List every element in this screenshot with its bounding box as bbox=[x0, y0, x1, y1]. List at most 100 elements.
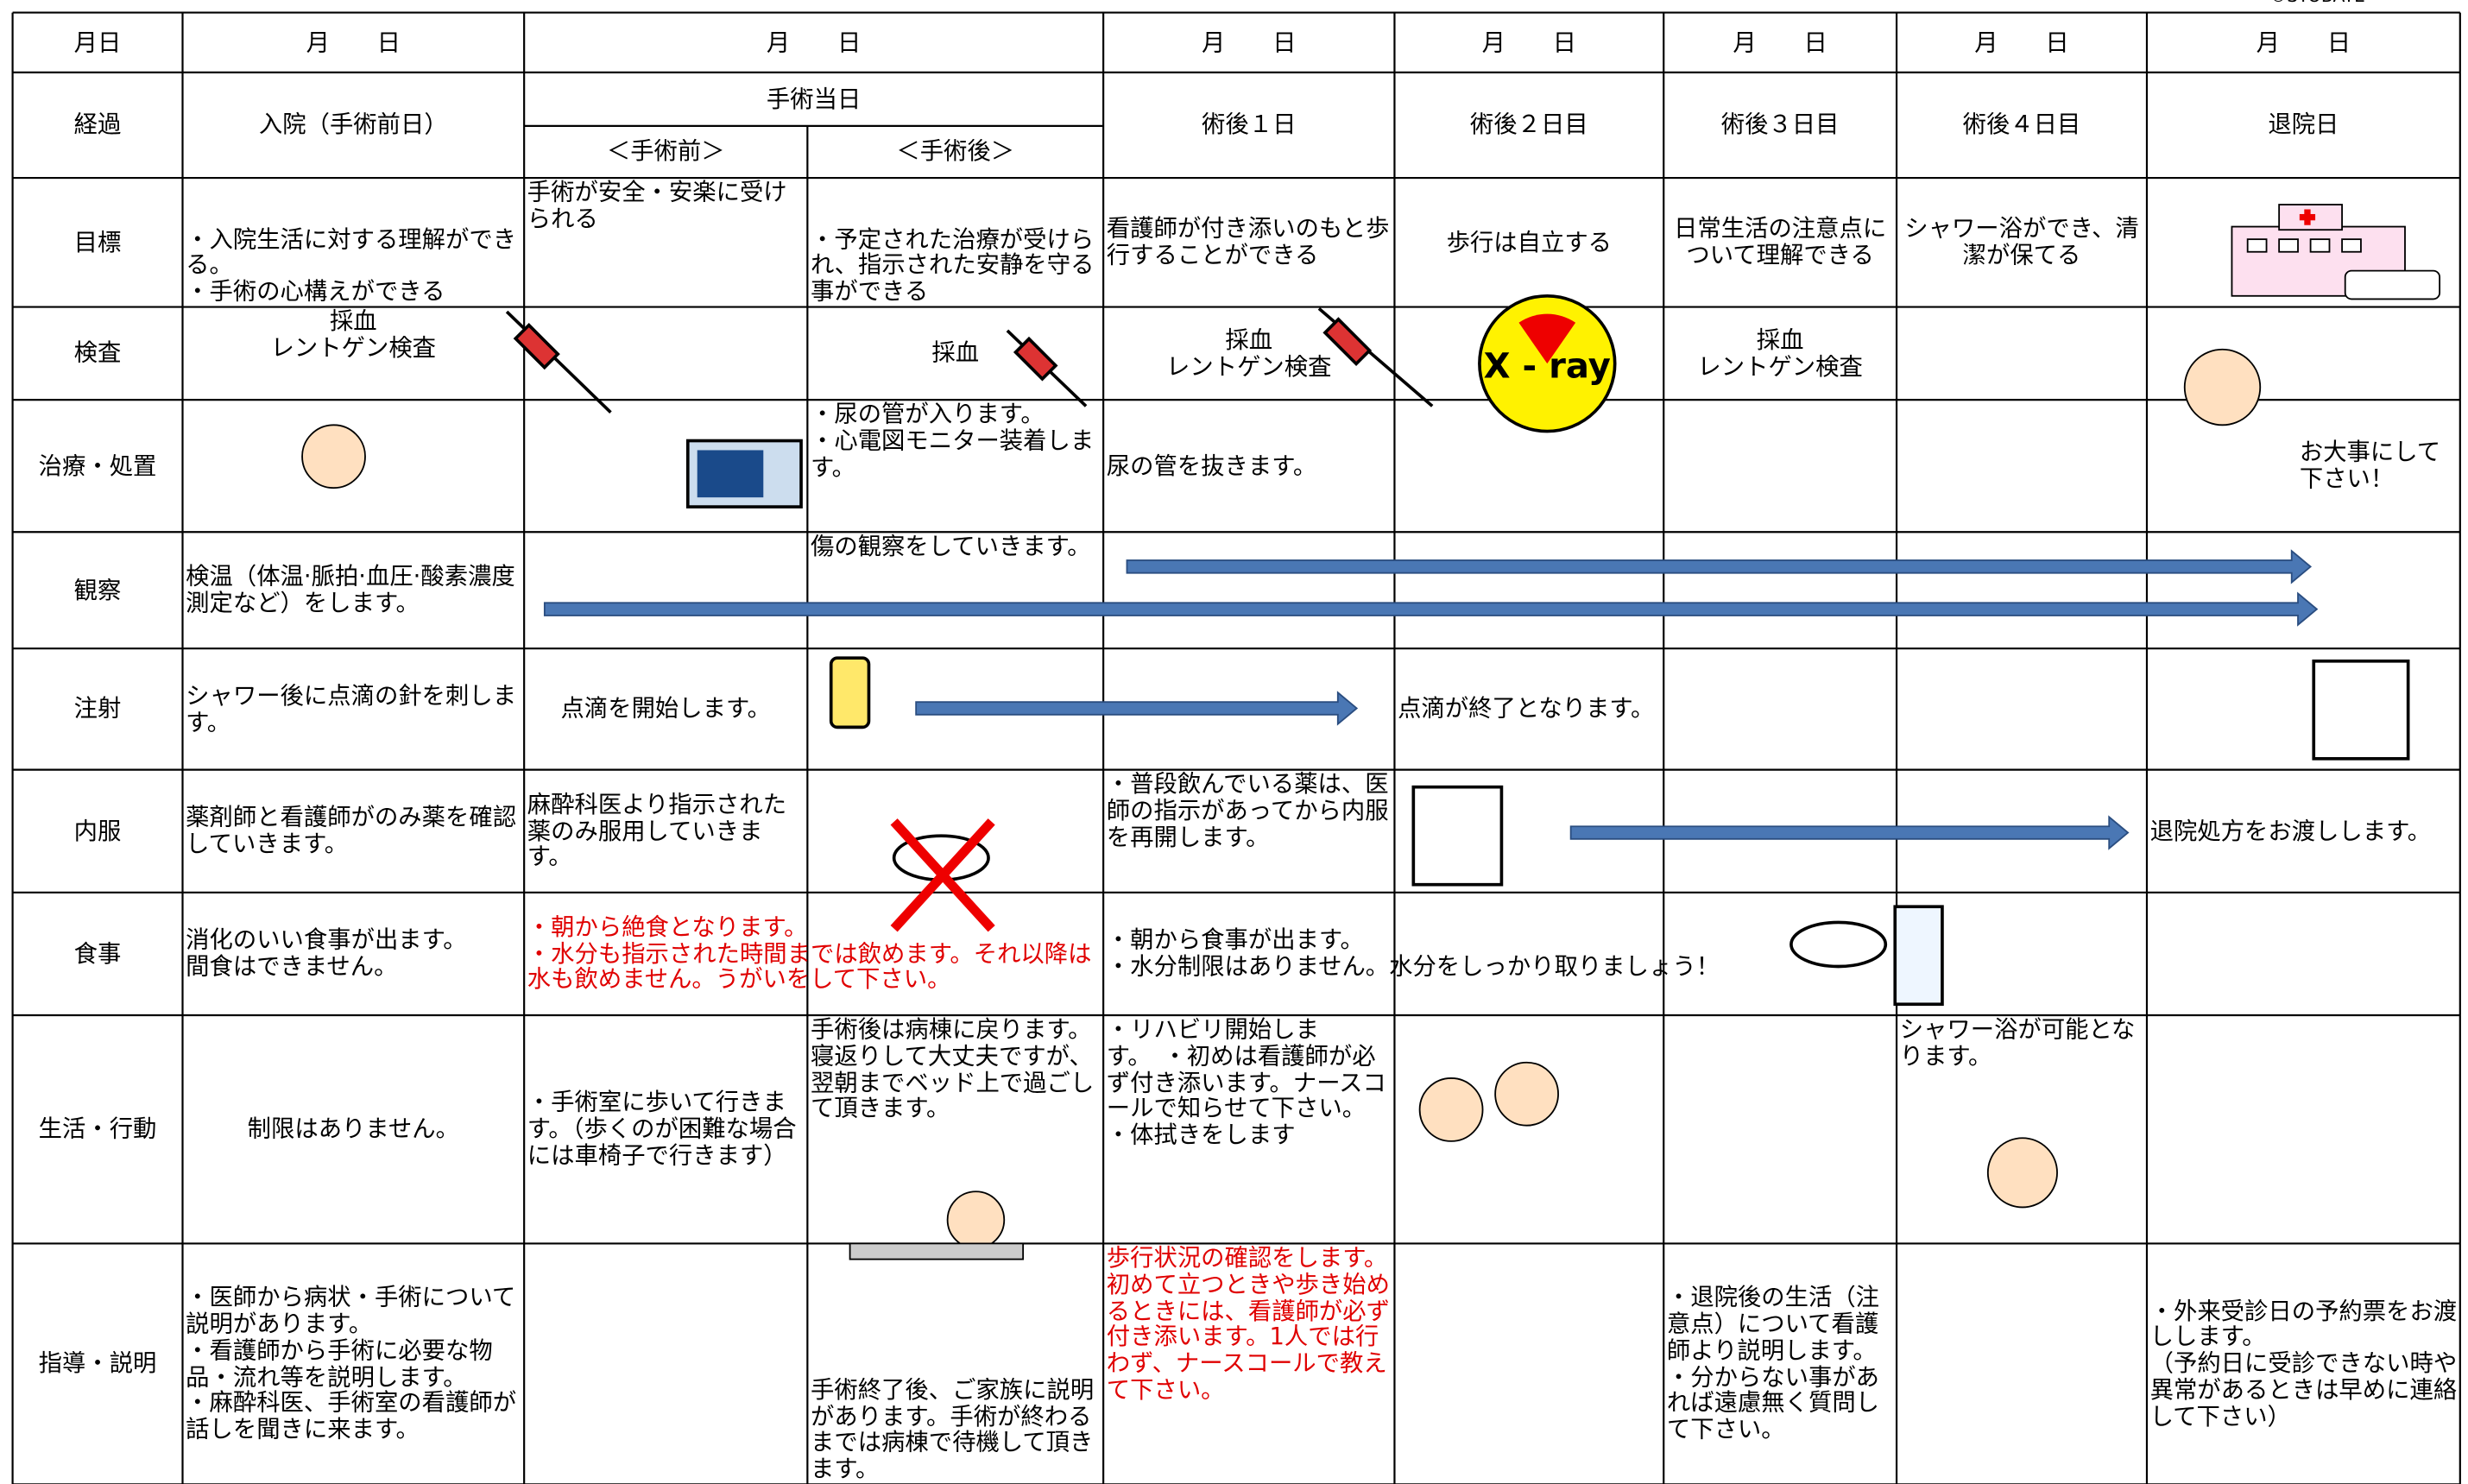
cell-text: 月日 bbox=[73, 28, 122, 56]
table-cell: 注射 bbox=[13, 648, 183, 769]
table-cell: お大事にして下さい！ bbox=[2296, 400, 2460, 532]
table-cell: 消化のいい食事が出ます。 間食はできません。 bbox=[183, 893, 525, 1015]
cell-text: 退院日 bbox=[2268, 110, 2339, 139]
cell-text: 点滴が終了となります。 bbox=[1398, 694, 1655, 723]
cell-text: ・普段飲んでいる薬は、医師の指示があってから内服を再開します。 bbox=[1106, 769, 1389, 851]
cell-text: ・退院後の生活（注意点）について看護師より説明します。 ・分からない事があれば遠… bbox=[1666, 1283, 1880, 1444]
cell-text: 月 日 bbox=[1974, 28, 2069, 56]
table-cell: 看護師が付き添いのもと歩行することができる bbox=[1103, 178, 1394, 307]
table-cell: 検温（体温·脈拍·血圧·酸素濃度測定など）をします。 bbox=[183, 532, 525, 648]
cell-text: 月 日 bbox=[1733, 28, 1827, 56]
table-cell: ・入院生活に対する理解ができる。 ・手術の心構えができる bbox=[183, 178, 525, 307]
table-cell: 検査 bbox=[13, 307, 183, 401]
cell-text: 検査 bbox=[73, 338, 122, 367]
cell-text: ・外来受診日の予約票をお渡しします。 （予約日に受診できない時や異常があるときは… bbox=[2149, 1296, 2458, 1430]
table-cell: 退院日 bbox=[2147, 73, 2460, 178]
cell-text: 食事 bbox=[73, 938, 122, 968]
cell-text: 術後４日目 bbox=[1962, 110, 2081, 139]
cell-text: 採血 レントゲン検査 bbox=[270, 306, 437, 362]
table-cell: 傷の観察をしていきます。 bbox=[807, 532, 1103, 648]
table-cell: 尿の管を抜きます。 bbox=[1103, 400, 1394, 532]
cell-text: ・医師から病状・手術について説明があります。 ・看護師から手術に必要な物品・流れ… bbox=[186, 1283, 517, 1444]
cell-text: ・朝から食事が出ます。 ・水分制限はありません。水分をしっかり取りましょう！ bbox=[1106, 925, 1720, 981]
cell-text: 採血 レントゲン検査 bbox=[1697, 325, 1863, 381]
table-cell: 月 日 bbox=[1394, 13, 1663, 73]
table-cell: 採血 レントゲン検査 bbox=[183, 307, 525, 401]
table-cell: 術後１日 bbox=[1103, 73, 1394, 178]
cell-text: ・手術室に歩いて行きます。（歩くのが困難な場合には車椅子で行きます） bbox=[527, 1088, 797, 1170]
table-cell: ・予定された治療が受けられ、指示された安静を守る事ができる bbox=[807, 178, 1103, 307]
table-cell: 手術後は病棟に戻ります。寝返りして大丈夫ですが、翌朝までベッド上で過ごして頂きま… bbox=[807, 1015, 1103, 1243]
table-cell: シャワー後に点滴の針を刺します。 bbox=[183, 648, 525, 769]
copyright: ©SYOBATE bbox=[2267, 0, 2369, 9]
cell-text: 手術終了後、ご家族に説明があります。手術が終わるまでは病棟で待機して頂きます。 bbox=[810, 1375, 1095, 1483]
cell-text: 薬剤師と看護師がのみ薬を確認していきます。 bbox=[186, 803, 517, 858]
table-cell: ・尿の管が入ります。 ・心電図モニター装着します。 bbox=[807, 400, 1103, 532]
cell-text: 傷の観察をしていきます。 bbox=[810, 532, 1091, 561]
cell-text: ・尿の管が入ります。 ・心電図モニター装着します。 bbox=[810, 400, 1095, 482]
cell-text: 月 日 bbox=[766, 28, 862, 56]
table-cell: ・朝から食事が出ます。 ・水分制限はありません。水分をしっかり取りましょう！ bbox=[1103, 893, 2147, 1015]
cell-text: 手術後は病棟に戻ります。寝返りして大丈夫ですが、翌朝までベッド上で過ごして頂きま… bbox=[810, 1015, 1095, 1123]
cell-text: 術後２日目 bbox=[1469, 110, 1588, 139]
cell-text: 尿の管を抜きます。 bbox=[1106, 451, 1317, 480]
table-cell: 退院処方をお渡しします。 bbox=[2147, 770, 2460, 893]
table-cell: ・手術室に歩いて行きます。（歩くのが困難な場合には車椅子で行きます） bbox=[524, 1015, 807, 1243]
table-cell: 内服 bbox=[13, 770, 183, 893]
cell-text: 生活・行動 bbox=[38, 1115, 157, 1143]
table-cell: 日常生活の注意点について理解できる bbox=[1663, 178, 1897, 307]
cell-text: 日常生活の注意点について理解できる bbox=[1674, 214, 1887, 269]
table-cell: シャワー浴ができ、清潔が保てる bbox=[1897, 178, 2147, 307]
cell-text: 目標 bbox=[73, 227, 122, 256]
cell-text: 治療・処置 bbox=[38, 451, 157, 480]
table-cell: 麻酔科医より指示された薬のみ服用していきます。 bbox=[524, 770, 807, 893]
cell-text: 入院（手術前日） bbox=[258, 110, 448, 139]
cell-text: 採血 bbox=[931, 338, 980, 367]
cell-text: 月 日 bbox=[306, 28, 401, 56]
cell-text: 術後３日目 bbox=[1720, 110, 1840, 139]
table-cell: ・普段飲んでいる薬は、医師の指示があってから内服を再開します。 bbox=[1103, 770, 1394, 893]
cell-text: シャワー浴が可能となります。 bbox=[1899, 1015, 2136, 1070]
table-cell: 指導・説明 bbox=[13, 1243, 183, 1484]
table-cell: 月 日 bbox=[1103, 13, 1394, 73]
table-cell: ＜手術後＞ bbox=[807, 126, 1103, 178]
cell-text: ・朝から絶食となります。 ・水分も指示された時間までは飲めます。それ以降は水も飲… bbox=[527, 913, 1092, 995]
cell-text: ＜手術後＞ bbox=[896, 136, 1015, 166]
table-cell: ・リハビリ開始します。 ・初めは看護師が必ず付き添います。ナースコールで知らせて… bbox=[1103, 1015, 1394, 1243]
table-cell: 目標 bbox=[13, 178, 183, 307]
cell-text: 検温（体温·脈拍·血圧·酸素濃度測定など）をします。 bbox=[186, 562, 515, 617]
table-cell: 食事 bbox=[13, 893, 183, 1015]
cell-text: 観察 bbox=[73, 575, 122, 604]
cell-text: 術後１日 bbox=[1202, 110, 1297, 139]
table-cell: 制限はありません。 bbox=[183, 1015, 525, 1243]
cell-text: 歩行は自立する bbox=[1446, 227, 1613, 256]
table-cell: ・外来受診日の予約票をお渡しします。 （予約日に受診できない時や異常があるときは… bbox=[2147, 1243, 2460, 1484]
table-cell: 手術が安全・安楽に受けられる bbox=[524, 178, 807, 307]
table-cell: 月 日 bbox=[524, 13, 1103, 73]
cell-text: 月 日 bbox=[1202, 28, 1297, 56]
table-cell: 入院（手術前日） bbox=[183, 73, 525, 178]
cell-text: 手術当日 bbox=[766, 84, 862, 113]
cell-text: 歩行状況の確認をします。 初めて立つときや歩き始めるときには、看護師が必ず付き添… bbox=[1106, 1243, 1391, 1405]
table-cell: 月 日 bbox=[1897, 13, 2147, 73]
table-cell: 歩行は自立する bbox=[1394, 178, 1663, 307]
cell-text: 麻酔科医より指示された薬のみ服用していきます。 bbox=[527, 789, 787, 871]
table-cell: 観察 bbox=[13, 532, 183, 648]
table-cell: 採血 bbox=[807, 307, 1103, 401]
cell-text: 退院処方をお渡しします。 bbox=[2149, 816, 2432, 845]
table-cell: 点滴が終了となります。 bbox=[1394, 648, 1663, 769]
table-cell: 点滴を開始します。 bbox=[524, 648, 807, 769]
table-cell: 手術当日 bbox=[524, 73, 1103, 126]
table-cell: ・朝から絶食となります。 ・水分も指示された時間までは飲めます。それ以降は水も飲… bbox=[524, 893, 1103, 1015]
table-cell: 治療・処置 bbox=[13, 400, 183, 532]
table-cell: 歩行状況の確認をします。 初めて立つときや歩き始めるときには、看護師が必ず付き添… bbox=[1103, 1243, 1394, 1484]
cell-text: お大事にして下さい！ bbox=[2299, 438, 2441, 493]
cell-text: ・予定された治療が受けられ、指示された安静を守る事ができる bbox=[810, 224, 1095, 306]
table-cell: 生活・行動 bbox=[13, 1015, 183, 1243]
cell-text: 月 日 bbox=[1481, 28, 1577, 56]
cell-text: ＜手術前＞ bbox=[606, 136, 725, 166]
cell-text: 看護師が付き添いのもと歩行することができる bbox=[1106, 214, 1390, 269]
cell-text: 手術が安全・安楽に受けられる bbox=[527, 178, 787, 233]
cell-text: 内服 bbox=[73, 816, 122, 845]
table-cell: 採血 レントゲン検査 bbox=[1663, 307, 1897, 401]
